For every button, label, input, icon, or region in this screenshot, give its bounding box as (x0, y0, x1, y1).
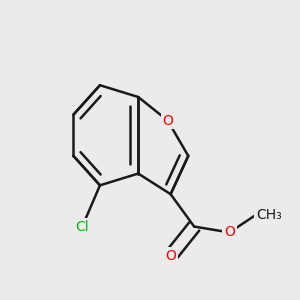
Text: O: O (162, 114, 173, 128)
Text: O: O (224, 225, 235, 239)
Text: Cl: Cl (76, 220, 89, 234)
Text: O: O (165, 249, 176, 263)
Text: CH₃: CH₃ (256, 208, 282, 222)
